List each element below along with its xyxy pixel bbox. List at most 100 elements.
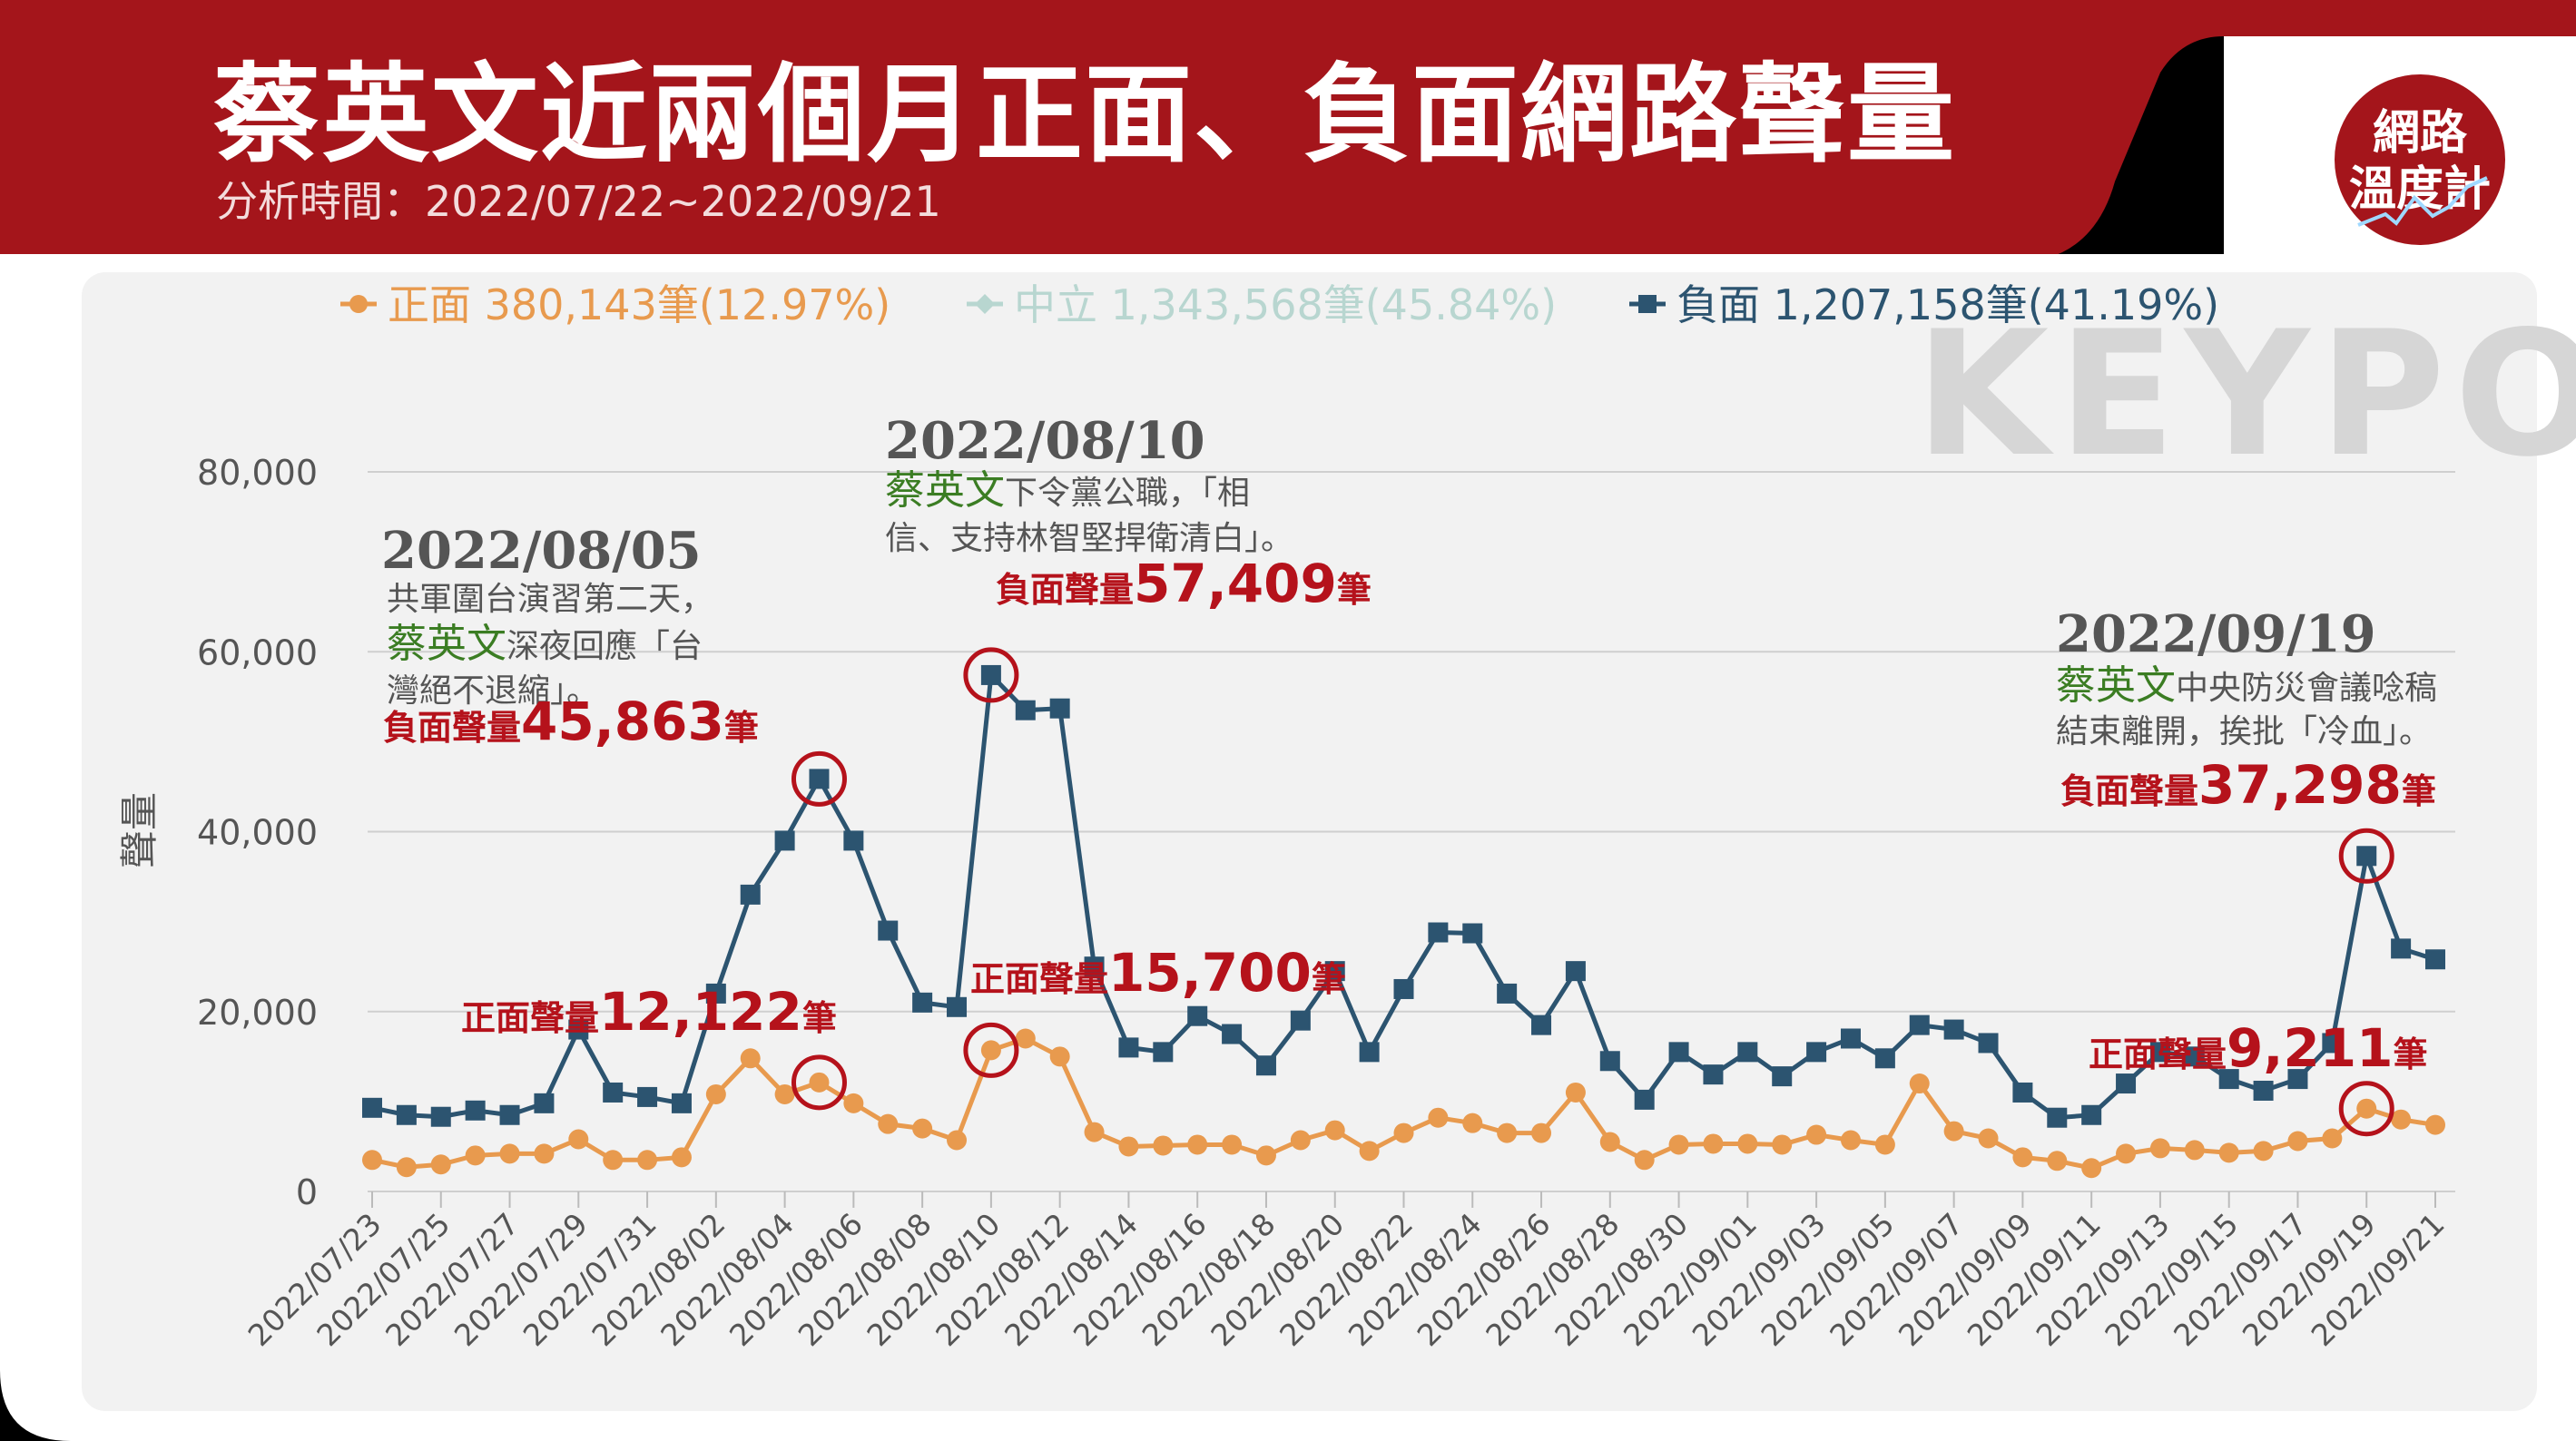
data-point-square	[1118, 1037, 1139, 1058]
data-point-square	[1049, 698, 1070, 719]
positive-volume-callout-label: 正面聲量	[970, 959, 1108, 999]
data-point-circle	[2425, 1114, 2445, 1135]
negative-volume-callout-label: 負面聲量	[996, 570, 1134, 610]
positive-volume-callout: 正面聲量15,700筆	[970, 942, 1346, 1004]
y-tick-label: 40,000	[197, 813, 318, 853]
data-point-square	[499, 1104, 520, 1125]
data-point-square	[774, 830, 795, 851]
data-point-circle	[499, 1143, 520, 1164]
legend-circle-marker	[349, 295, 368, 313]
annotation-date: 2022/08/10	[885, 411, 1205, 471]
data-point-square	[1909, 1015, 1930, 1035]
data-point-circle	[2184, 1140, 2205, 1161]
y-tick-label: 60,000	[197, 632, 318, 672]
data-point-square	[2322, 1033, 2343, 1054]
negative-volume-callout-unit: 筆	[2402, 771, 2436, 811]
highlight-ring	[2338, 1081, 2394, 1137]
annotation-text: 中央防災會議唸稿	[2176, 670, 2437, 707]
annotation-text: 下令黨公職，「相	[1005, 475, 1250, 512]
positive-volume-callout-value: 9,211	[2227, 1017, 2393, 1079]
data-point-circle	[809, 1072, 830, 1093]
data-point-square	[1531, 1015, 1552, 1035]
data-point-square	[912, 992, 933, 1013]
data-point-square	[1599, 1051, 1620, 1072]
annotation-text: 灣絕不退縮」。	[387, 672, 599, 710]
annotation-description: 灣絕不退縮」。	[387, 672, 599, 710]
keypo-watermark: KEYPO	[1915, 294, 2576, 495]
data-point-circle	[1290, 1130, 1311, 1151]
data-point-square	[1978, 1033, 1999, 1054]
data-point-circle	[2356, 1098, 2377, 1119]
positive-volume-callout-unit: 筆	[802, 998, 837, 1038]
data-point-square	[1359, 1042, 1380, 1063]
data-point-square	[396, 1104, 417, 1125]
y-tick-label: 20,000	[197, 993, 318, 1033]
data-point-square	[980, 664, 1001, 685]
annotation-text: 共軍圍台演習第二天，	[387, 581, 713, 618]
legend-item: 正面 380,143筆(12.97%)	[340, 280, 890, 329]
data-point-square	[2081, 1104, 2102, 1125]
positive-volume-callout: 正面聲量9,211筆	[2089, 1017, 2428, 1079]
data-point-circle	[1531, 1122, 1552, 1143]
positive-volume-callout-label: 正面聲量	[2089, 1034, 2227, 1074]
data-point-circle	[1668, 1134, 1689, 1155]
data-point-square	[637, 1086, 658, 1107]
negative-volume-callout-unit: 筆	[724, 708, 759, 748]
y-tick-label: 0	[296, 1172, 318, 1212]
negative-volume-callout-unit: 筆	[1337, 570, 1372, 610]
data-point-circle	[2116, 1143, 2137, 1164]
data-point-square	[603, 1082, 624, 1103]
positive-volume-callout-value: 12,122	[599, 981, 802, 1043]
data-point-circle	[2218, 1142, 2239, 1163]
data-point-circle	[1874, 1134, 1895, 1155]
data-point-circle	[1015, 1028, 1036, 1049]
negative-volume-callout-value: 37,298	[2198, 754, 2402, 816]
data-point-circle	[430, 1154, 451, 1175]
data-point-circle	[1255, 1145, 1276, 1166]
annotation-date: 2022/08/05	[381, 521, 702, 581]
data-point-circle	[2322, 1128, 2343, 1149]
data-point-square	[2012, 1082, 2033, 1103]
negative-volume-callout-value: 45,863	[521, 691, 724, 752]
data-point-circle	[774, 1083, 795, 1104]
data-point-square	[1874, 1048, 1895, 1069]
data-point-square	[1187, 1005, 1208, 1026]
legend-label: 正面 380,143筆(12.97%)	[388, 280, 890, 329]
data-point-square	[2149, 1042, 2170, 1063]
data-point-square	[1634, 1089, 1655, 1110]
data-point-circle	[1462, 1113, 1483, 1133]
legend-item: 中立 1,343,568筆(45.84%)	[967, 280, 1557, 329]
data-point-circle	[362, 1150, 382, 1171]
legend-square-marker	[1638, 295, 1657, 313]
data-point-square	[430, 1106, 451, 1127]
thermometer-badge-logo: 網路 溫度計	[2331, 71, 2509, 249]
data-point-circle	[1943, 1121, 1964, 1142]
data-point-circle	[2391, 1109, 2412, 1130]
annotation-text: 深夜回應「台	[506, 628, 703, 665]
data-point-circle	[1978, 1128, 1999, 1149]
highlight-ring	[963, 647, 1019, 703]
data-point-square	[1840, 1028, 1861, 1049]
data-point-circle	[671, 1147, 692, 1168]
data-point-square	[362, 1097, 382, 1118]
data-point-square	[1462, 923, 1483, 944]
data-point-circle	[912, 1118, 933, 1139]
data-point-circle	[637, 1150, 658, 1171]
data-point-square	[1565, 961, 1586, 982]
data-point-square	[2425, 949, 2445, 970]
data-point-square	[1015, 700, 1036, 720]
annotation-keyword: 蔡英文	[885, 467, 1005, 514]
data-point-circle	[1359, 1141, 1380, 1162]
data-point-circle	[465, 1145, 486, 1166]
data-point-circle	[740, 1048, 761, 1069]
data-point-square	[1668, 1042, 1689, 1063]
data-point-circle	[1497, 1122, 1518, 1143]
data-point-square	[1772, 1066, 1793, 1087]
data-point-square	[1255, 1055, 1276, 1076]
data-point-circle	[2081, 1158, 2102, 1179]
annotation-block: 2022/08/05共軍圍台演習第二天，蔡英文深夜回應「台灣絕不退縮」。負面聲量…	[381, 521, 837, 1043]
data-point-circle	[1909, 1073, 1930, 1094]
data-point-square	[705, 983, 726, 1004]
data-point-circle	[2047, 1151, 2068, 1171]
